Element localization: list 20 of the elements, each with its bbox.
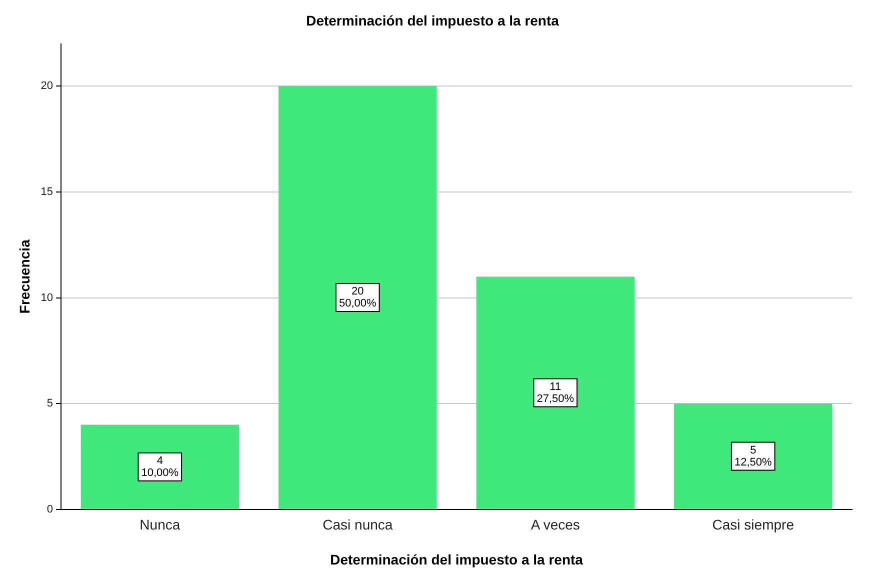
y-axis-title: Frecuencia	[16, 239, 32, 314]
data-label: 4 10,00%	[141, 454, 179, 479]
x-tick-label: Casi siempre	[712, 516, 794, 533]
x-tick-label: Nunca	[140, 516, 180, 533]
x-axis-title: Determinación del impuesto a la renta	[330, 551, 584, 568]
data-label: 5 12,50%	[734, 444, 772, 468]
y-tick-label: 10	[40, 292, 54, 304]
y-tick-label: 20	[40, 80, 54, 92]
chart-title: Determinación del impuesto a la renta	[306, 12, 560, 28]
x-tick-label: A veces	[530, 516, 580, 533]
bar	[278, 86, 437, 509]
bar	[674, 404, 832, 509]
data-label: 20 50,00%	[338, 286, 377, 310]
y-tick-label: 0	[46, 503, 54, 516]
data-label: 11 27,50%	[536, 380, 574, 405]
bar	[80, 424, 240, 509]
x-tick-label: Casi nunca	[322, 516, 393, 533]
y-tick-label: 15	[40, 186, 54, 198]
y-tick-label: 5	[46, 398, 54, 410]
bar	[476, 276, 634, 509]
